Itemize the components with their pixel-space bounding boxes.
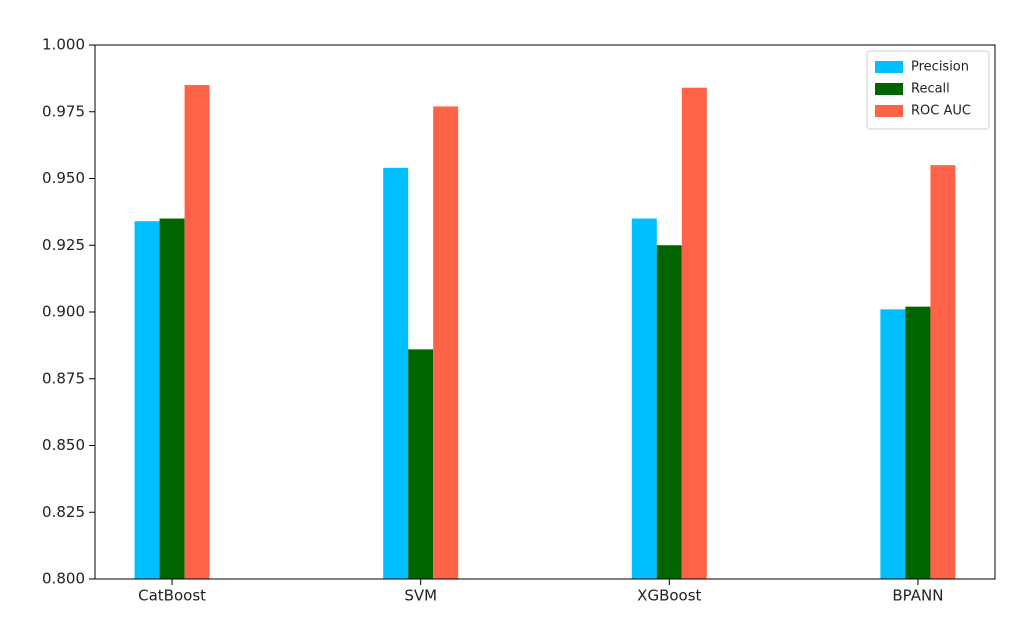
bar <box>905 306 931 579</box>
legend-swatch <box>875 61 903 73</box>
bar <box>383 167 409 579</box>
y-tick-label: 0.850 <box>42 436 85 454</box>
y-tick-label: 0.875 <box>42 369 85 387</box>
x-tick-label: BPANN <box>892 587 943 605</box>
y-tick-label: 1.000 <box>42 36 85 54</box>
legend-label: Precision <box>911 60 969 75</box>
bar <box>681 87 707 579</box>
y-tick-label: 0.975 <box>42 102 85 120</box>
y-tick-label: 0.950 <box>42 169 85 187</box>
y-tick-label: 0.800 <box>42 570 85 588</box>
legend-label: Recall <box>911 82 950 97</box>
x-tick-label: XGBoost <box>637 587 701 605</box>
legend: Precision Recall ROC AUC <box>866 50 990 130</box>
legend-label: ROC AUC <box>911 104 971 119</box>
plot-frame <box>94 44 996 580</box>
bar <box>880 309 906 579</box>
x-tick-label: SVM <box>404 587 437 605</box>
y-tick-label: 0.900 <box>42 303 85 321</box>
bar <box>433 106 459 579</box>
bar <box>159 218 185 580</box>
y-tick-label: 0.825 <box>42 503 85 521</box>
bar <box>631 218 657 580</box>
x-tick-label: CatBoost <box>138 587 206 605</box>
legend-swatch <box>875 83 903 95</box>
bar <box>184 85 210 580</box>
bar <box>408 349 434 579</box>
legend-swatch <box>875 105 903 117</box>
bar <box>656 245 682 579</box>
bar <box>134 221 160 579</box>
bar <box>930 165 956 579</box>
y-tick-label: 0.925 <box>42 236 85 254</box>
